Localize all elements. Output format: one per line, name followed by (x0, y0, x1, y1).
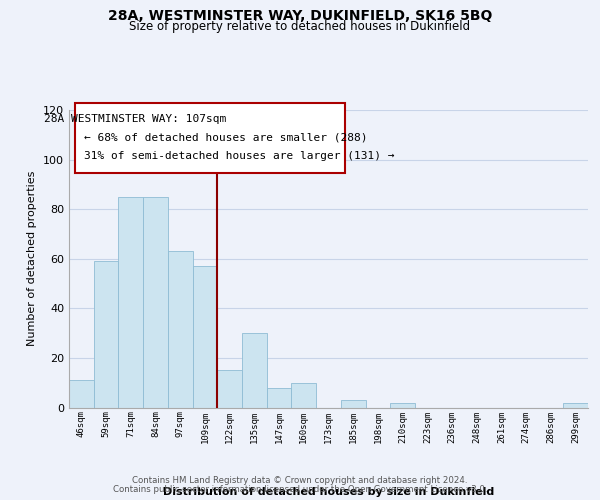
Bar (193, 266, 217, 408)
Bar (390, 402, 415, 407)
Bar (118, 197, 143, 408)
Text: 28A WESTMINSTER WAY: 107sqm: 28A WESTMINSTER WAY: 107sqm (44, 114, 226, 124)
Text: Contains HM Land Registry data © Crown copyright and database right 2024.: Contains HM Land Registry data © Crown c… (132, 476, 468, 485)
Bar (563, 402, 588, 407)
Text: 28A, WESTMINSTER WAY, DUKINFIELD, SK16 5BQ: 28A, WESTMINSTER WAY, DUKINFIELD, SK16 5… (108, 9, 492, 23)
Text: ← 68% of detached houses are smaller (288): ← 68% of detached houses are smaller (28… (84, 132, 367, 142)
Bar (341, 400, 365, 407)
Bar (292, 382, 316, 407)
X-axis label: Distribution of detached houses by size in Dukinfield: Distribution of detached houses by size … (163, 487, 494, 497)
Bar (69, 380, 94, 407)
Bar (217, 370, 242, 408)
Bar (267, 388, 292, 407)
Bar (143, 197, 168, 408)
Text: Contains public sector information licensed under the Open Government Licence v3: Contains public sector information licen… (113, 485, 487, 494)
Bar (168, 252, 193, 408)
Y-axis label: Number of detached properties: Number of detached properties (28, 171, 37, 346)
Bar (94, 261, 118, 408)
Bar (242, 333, 267, 407)
Text: Size of property relative to detached houses in Dukinfield: Size of property relative to detached ho… (130, 20, 470, 33)
Text: 31% of semi-detached houses are larger (131) →: 31% of semi-detached houses are larger (… (84, 152, 395, 162)
